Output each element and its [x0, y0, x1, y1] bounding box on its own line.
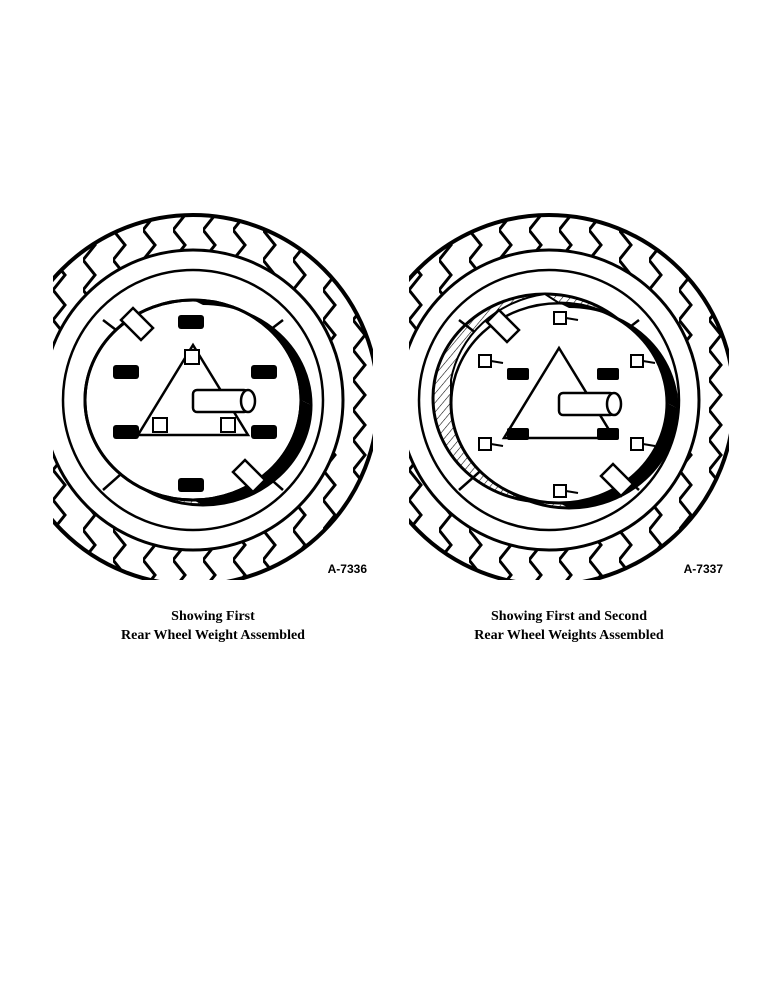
caption-right-line1: Showing First and Second: [491, 609, 647, 624]
illustration-wheel-weight-2: [409, 200, 729, 580]
caption-left: Showing First Rear Wheel Weight Assemble…: [121, 608, 305, 646]
caption-right-line2: Rear Wheel Weights Assembled: [474, 628, 663, 643]
figure-row: A-7336 Showing First Rear Wheel Weight A…: [50, 200, 732, 646]
caption-right: Showing First and Second Rear Wheel Weig…: [474, 608, 663, 646]
caption-left-line2: Rear Wheel Weight Assembled: [121, 628, 305, 643]
figure-left: A-7336 Showing First Rear Wheel Weight A…: [50, 200, 376, 646]
figure-id-right: A-7337: [409, 562, 729, 576]
figure-right: A-7337 Showing First and Second Rear Whe…: [406, 200, 732, 646]
figure-id-left: A-7336: [53, 562, 373, 576]
caption-left-line1: Showing First: [171, 609, 255, 624]
document-page: A-7336 Showing First Rear Wheel Weight A…: [0, 0, 772, 1000]
illustration-wheel-weight-1: [53, 200, 373, 580]
